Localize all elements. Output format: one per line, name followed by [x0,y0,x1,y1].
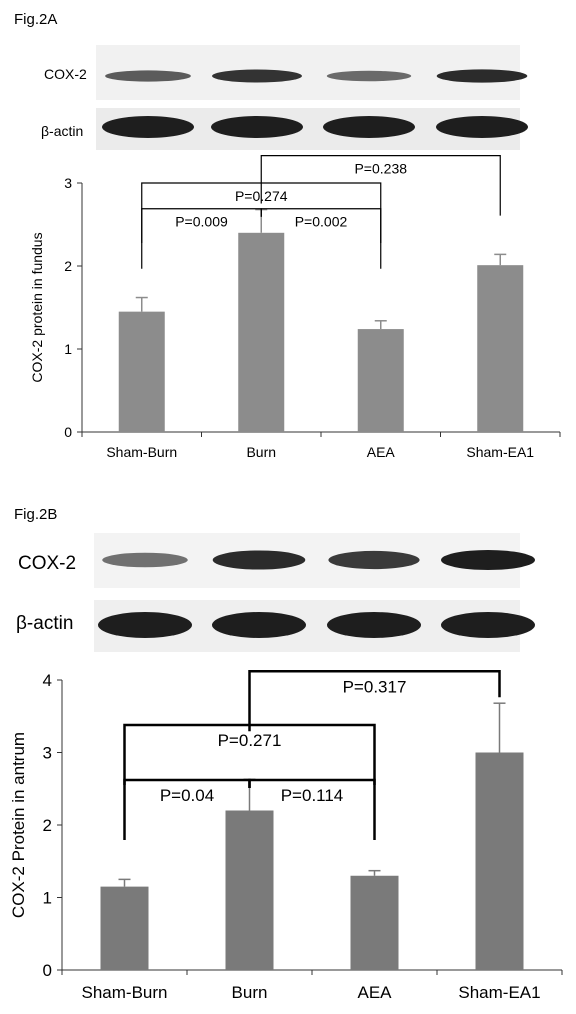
bar [357,329,404,432]
bar [118,311,165,432]
p-value-label: P=0.317 [343,677,407,696]
y-tick-label: 0 [64,424,72,440]
bar-chart-fundus: 0 1 2 3 Sham-Burn Burn AEA Sham-EA1 COX-2 protei… [29,155,561,460]
bar [475,752,524,970]
fig2b-label: Fig.2B [14,506,57,523]
p-value-label: P=0.238 [354,161,407,177]
blot-band-bactin [212,612,306,638]
blot-band-bactin [436,116,528,138]
blot-band-cox2 [441,550,535,570]
blot-band-cox2 [328,550,420,570]
y-tick-label: 0 [43,961,52,980]
bar [477,265,524,432]
x-tick-label: Burn [246,444,276,460]
blot-band-bactin [98,612,192,638]
p-value-label: P=0.114 [281,786,344,805]
blot-band-bactin [441,612,535,638]
blot-band-cox2 [105,70,191,82]
blot-band-bactin [102,116,194,138]
bar [238,232,285,432]
significance-bracket [260,155,501,216]
blot-band-cox2 [326,70,412,82]
bar [350,875,399,970]
bar-chart-antrum: 0 1 2 3 4 Sham-Burn Burn AEA Sham-EA1 COX-2 Prote… [9,670,563,1002]
significance-bracket [248,778,376,841]
blot-band-bactin [327,612,421,638]
x-tick-label: AEA [357,983,392,1002]
fig2a-label: Fig.2A [14,11,57,28]
blot-row-label-cox2: COX-2 [44,66,87,82]
blot-band-cox2 [212,550,306,570]
x-tick-label: AEA [367,444,396,460]
p-value-label: P=0.271 [218,731,282,750]
blot-band-cox2 [102,552,188,568]
x-tick-label: Sham-Burn [106,444,177,460]
x-tick-label: Sham-EA1 [466,444,534,460]
bar [100,886,149,970]
y-axis-label: COX-2 protein in fundus [29,232,45,382]
y-tick-label: 4 [43,671,52,690]
y-axis-label: COX-2 Protein in antrum [9,732,28,918]
blot-band-bactin [211,116,303,138]
blot-panel-2b: COX-2 β-actin [16,533,535,652]
y-tick-label: 3 [64,175,72,191]
x-tick-label: Sham-EA1 [458,983,540,1002]
blot-band-cox2 [212,69,302,83]
x-tick-label: Sham-Burn [82,983,168,1002]
blot-row-label-cox2: COX-2 [18,553,76,574]
blot-panel-2a: COX-2 β-actin [41,45,528,150]
x-tick-label: Burn [232,983,268,1002]
significance-bracket [248,670,501,732]
y-tick-label: 1 [43,888,52,907]
y-tick-label: 1 [64,341,72,357]
p-value-label: P=0.002 [295,214,348,230]
blot-band-cox2 [436,69,528,83]
p-value-label: P=0.04 [160,786,214,805]
blot-row-label-bactin: β-actin [41,123,83,139]
blot-band-bactin [323,116,415,138]
p-value-label: P=0.009 [175,214,228,230]
y-tick-label: 3 [43,743,52,762]
bar [225,810,274,970]
y-tick-label: 2 [64,258,72,274]
blot-row-label-bactin: β-actin [16,613,73,634]
y-tick-label: 2 [43,816,52,835]
